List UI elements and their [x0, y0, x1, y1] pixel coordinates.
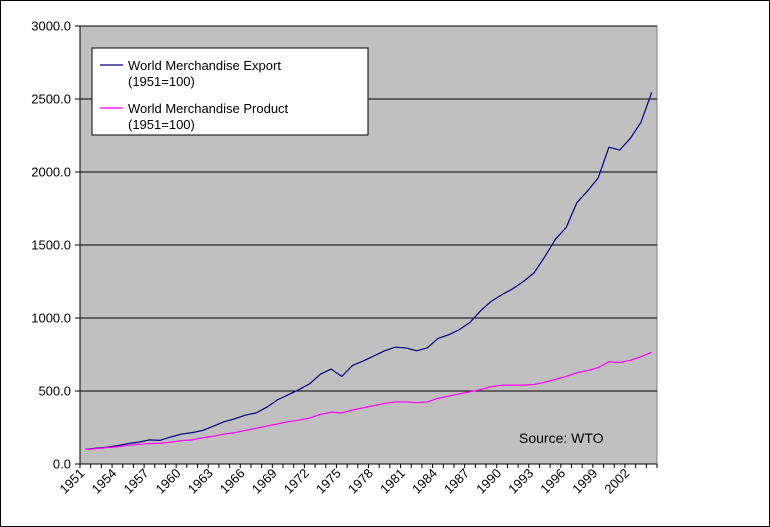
- legend-box: [91, 47, 369, 136]
- y-tick-label: 2000.0: [31, 165, 71, 180]
- series-line-product: [85, 351, 652, 450]
- y-axis: 0.0 500.0 1000.0 1500.0 2000.0 2500.0 3000.0: [31, 19, 81, 472]
- y-tick-label: 3000.0: [31, 19, 71, 34]
- legend-label-export-line2: (1951=100): [128, 74, 195, 89]
- legend-label-product-line1: World Merchandise Product: [128, 101, 289, 116]
- y-tick-label: 1000.0: [31, 311, 71, 326]
- legend: World Merchandise Export (1951=100) Worl…: [91, 47, 369, 136]
- y-tick-label: 0.0: [53, 457, 71, 472]
- series-lines: [85, 92, 653, 450]
- legend-label-product-line2: (1951=100): [128, 117, 195, 132]
- y-tick-label: 1500.0: [31, 238, 71, 253]
- series-line-export: [85, 92, 653, 450]
- source-annotation: Source: WTO: [519, 430, 604, 446]
- y-tick-label: 2500.0: [31, 92, 71, 107]
- legend-label-export-line1: World Merchandise Export: [128, 58, 281, 73]
- y-tick-label: 500.0: [38, 384, 71, 399]
